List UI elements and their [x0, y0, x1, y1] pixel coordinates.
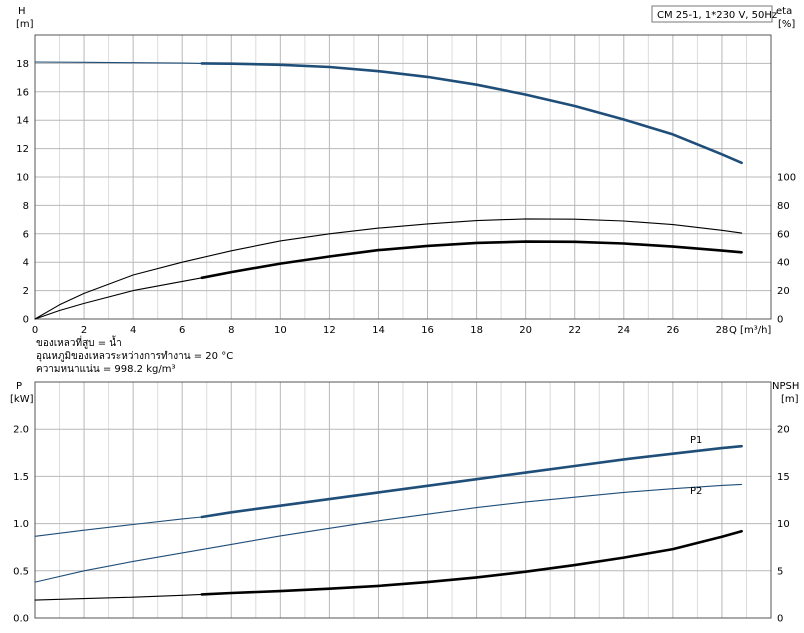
- x-tick-label: 28: [716, 325, 729, 336]
- condition-liquid: ของเหลวที่สูบ = น้ำ: [36, 335, 122, 349]
- x-tick-label: 0: [32, 325, 38, 336]
- x-tick-label: 24: [617, 325, 630, 336]
- series-line-p2: [34, 483, 743, 583]
- y-left-tick-label: 1.5: [13, 472, 29, 483]
- bottom-ticks: 0.0 0.5 1.0 1.5 2.0 0 5 10 15 20: [13, 425, 790, 625]
- y-right-tick-label: 100: [777, 173, 796, 184]
- npsh-axis-unit: [m]: [781, 394, 799, 405]
- x-tick-label: 8: [228, 325, 234, 336]
- series-label-p1: P1: [690, 435, 702, 446]
- y-left-tick-label: 8: [23, 201, 29, 212]
- y-left-tick-label: 0: [23, 315, 29, 326]
- x-tick-label: 10: [274, 325, 287, 336]
- bottom-series: [34, 444, 743, 601]
- condition-temperature: อุณหภูมิของเหลวระหว่างการทำงาน = 20 °C: [36, 351, 233, 362]
- x-tick-label: 16: [421, 325, 434, 336]
- x-axis-label: Q [m³/h]: [729, 325, 771, 336]
- npsh-axis-title: NPSH: [772, 381, 799, 392]
- x-tick-label: 12: [323, 325, 336, 336]
- y-left-tick-label: 2.0: [13, 425, 29, 436]
- x-tick-label: 4: [130, 325, 136, 336]
- series-line-3-duty-range: [200, 240, 743, 280]
- y-left-tick-label: 1.0: [13, 519, 29, 530]
- y-right-tick-label: 5: [777, 566, 783, 577]
- y-right-title: eta: [776, 6, 792, 17]
- y-left-unit: [m]: [16, 19, 34, 30]
- y-right-tick-label: 40: [777, 258, 790, 269]
- chart-title: CM 25-1, 1*230 V, 50Hz: [657, 10, 777, 21]
- series-line-3-duty-range: [200, 529, 743, 596]
- y-left-tick-label: 2: [23, 286, 29, 297]
- bottom-grid: [34, 381, 772, 619]
- top-series: [34, 61, 743, 320]
- y-left-tick-label: 12: [16, 144, 29, 155]
- y-left-tick-label: 6: [23, 229, 29, 240]
- power-axis-title: P: [16, 381, 22, 392]
- y-left-title: H: [18, 6, 26, 17]
- x-tick-label: 6: [179, 325, 185, 336]
- x-tick-label: 22: [568, 325, 581, 336]
- plot-frame: [34, 381, 772, 619]
- x-tick-label: 18: [470, 325, 483, 336]
- x-tick-label: 14: [372, 325, 385, 336]
- condition-density: ความหนาแน่น = 998.2 kg/m³: [36, 364, 175, 375]
- series-line-p1-duty-range: [200, 444, 743, 519]
- y-right-unit: [%]: [778, 19, 795, 30]
- x-tick-label: 2: [81, 325, 87, 336]
- y-right-tick-label: 20: [777, 425, 790, 436]
- y-right-tick-label: 20: [777, 286, 790, 297]
- top-grid: [34, 34, 772, 320]
- y-left-tick-label: 0.0: [13, 614, 29, 625]
- y-right-tick-label: 0: [777, 315, 783, 326]
- series-line-1-duty-range: [200, 62, 743, 165]
- y-left-tick-label: 16: [16, 87, 29, 98]
- x-tick-label: 20: [519, 325, 532, 336]
- plot-frame: [34, 34, 772, 320]
- x-tick-label: 26: [666, 325, 679, 336]
- series-label-p2: P2: [690, 486, 702, 497]
- power-axis-unit: [kW]: [10, 394, 34, 405]
- y-left-tick-label: 18: [16, 59, 29, 70]
- y-left-tick-label: 4: [23, 258, 29, 269]
- y-right-tick-label: 0: [777, 614, 783, 625]
- series-line-2: [34, 218, 743, 320]
- y-left-tick-label: 10: [16, 173, 29, 184]
- y-right-tick-label: 10: [777, 519, 790, 530]
- y-right-tick-label: 60: [777, 229, 790, 240]
- y-left-tick-label: 14: [16, 116, 29, 127]
- y-right-tick-label: 80: [777, 201, 790, 212]
- y-right-tick-label: 15: [777, 472, 790, 483]
- title-box: [651, 5, 773, 23]
- y-left-tick-label: 0.5: [13, 566, 29, 577]
